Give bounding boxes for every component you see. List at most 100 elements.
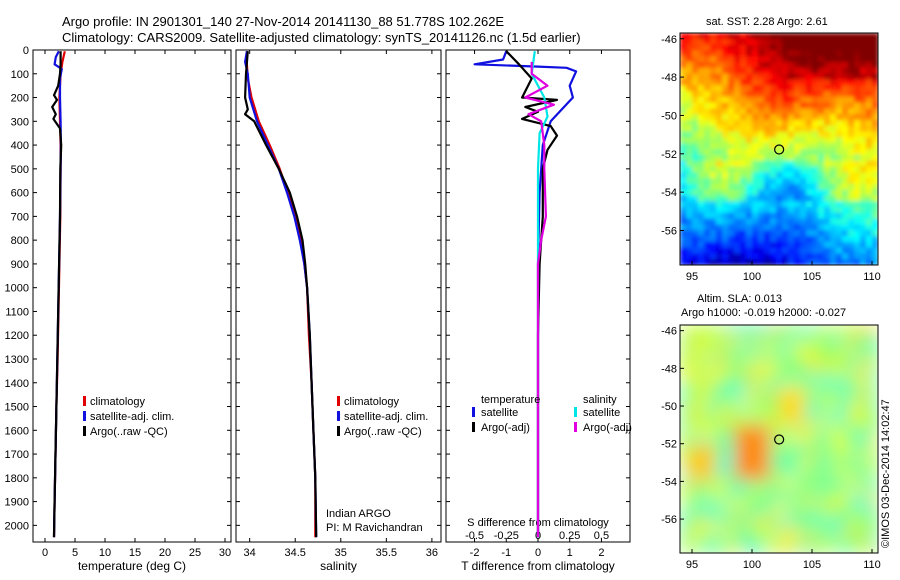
sla-cell [689, 534, 699, 545]
sst-cell [740, 85, 747, 92]
sla-cell [797, 498, 807, 508]
sst-cell [752, 236, 759, 243]
sst-cell [806, 108, 813, 115]
sst-cell [764, 114, 771, 121]
sst-cell [692, 131, 699, 138]
sst-cell [788, 56, 795, 63]
sst-cell [860, 102, 867, 109]
sla-cell [698, 480, 708, 490]
sst-cell [854, 102, 861, 109]
sst-cell [710, 183, 717, 191]
sst-cell [848, 172, 855, 179]
sst-cell [686, 149, 693, 156]
sst-cell [812, 166, 819, 173]
sst-cell [722, 44, 729, 51]
sst-cell [848, 73, 855, 80]
legend-swatch-argo [337, 426, 340, 436]
sst-cell [848, 189, 855, 196]
sst-cell [848, 183, 855, 191]
sst-cell [722, 102, 729, 109]
sst-cell [728, 79, 735, 86]
sla-cell [725, 325, 735, 335]
sla-cell [770, 543, 780, 553]
sst-cell [872, 247, 878, 254]
sst-cell [704, 160, 711, 167]
sst-cell [782, 44, 789, 51]
sst-cell [746, 125, 753, 133]
sst-cell [770, 56, 777, 63]
sst-cell [842, 189, 849, 196]
y-tick-label: -56 [661, 514, 677, 526]
sst-cell [782, 79, 789, 86]
sst-cell [698, 166, 705, 173]
sst-cell [680, 189, 687, 196]
sla-cell [743, 379, 753, 390]
sst-cell [728, 131, 735, 138]
sla-cell [725, 407, 735, 417]
sst-cell [698, 67, 705, 75]
sst-cell [764, 38, 771, 46]
sst-cell [770, 253, 777, 260]
sla-cell [806, 370, 816, 381]
sst-cell [734, 108, 741, 115]
sst-cell [698, 201, 705, 208]
sla-cell [779, 543, 789, 553]
sla-cell [698, 407, 708, 417]
sla-cell [689, 516, 699, 527]
sla-cell [788, 398, 798, 408]
sst-cell [752, 224, 759, 231]
sst-cell [764, 259, 771, 265]
sst-cell [782, 178, 789, 185]
sst-cell [836, 201, 843, 208]
sst-cell [788, 218, 795, 225]
sst-cell [842, 125, 849, 133]
sst-cell [686, 91, 693, 98]
sst-cell [830, 33, 837, 40]
sla-cell [725, 498, 735, 508]
sst-cell [722, 166, 729, 173]
sst-cell [710, 108, 717, 115]
sst-cell [710, 137, 717, 144]
sla-cell [761, 325, 771, 335]
sst-cell [686, 224, 693, 231]
sst-cell [854, 241, 861, 249]
sst-cell [782, 102, 789, 109]
sst-cell [680, 224, 687, 231]
sla-cell [761, 334, 771, 344]
sst-cell [836, 189, 843, 196]
sst-cell [824, 172, 831, 179]
sla-cell [752, 480, 762, 490]
sst-cell [788, 114, 795, 121]
sla-cell [698, 352, 708, 363]
sst-cell [812, 114, 819, 121]
sst-cell [836, 79, 843, 86]
sst-cell [752, 189, 759, 196]
sst-cell [872, 253, 878, 260]
sla-cell [842, 416, 852, 426]
sst-cell [716, 143, 723, 150]
sst-cell [800, 160, 807, 167]
sst-cell [854, 44, 861, 51]
sst-cell [788, 131, 795, 138]
sst-cell [680, 201, 687, 208]
sst-cell [710, 96, 717, 104]
sla-cell [806, 452, 816, 463]
sla-cell [806, 398, 816, 408]
temperature-panel: 0 5 10 15 20 25 300100200300400500600700800900… [5, 45, 232, 573]
sst-cell [860, 91, 867, 98]
sst-cell [788, 102, 795, 109]
sst-cell [776, 96, 783, 104]
y-tick-label: 1300 [5, 354, 29, 366]
sst-cell [746, 218, 753, 225]
sla-cell [806, 407, 816, 417]
sst-cell [710, 236, 717, 243]
sla-cell [842, 498, 852, 508]
x-tick-label: 34 [244, 547, 256, 559]
sst-cell [716, 50, 723, 57]
sla-cell [707, 352, 717, 363]
sst-cell [716, 166, 723, 173]
x-tick-label: 110 [863, 559, 881, 571]
sst-cell [734, 85, 741, 92]
sst-cell [746, 96, 753, 104]
